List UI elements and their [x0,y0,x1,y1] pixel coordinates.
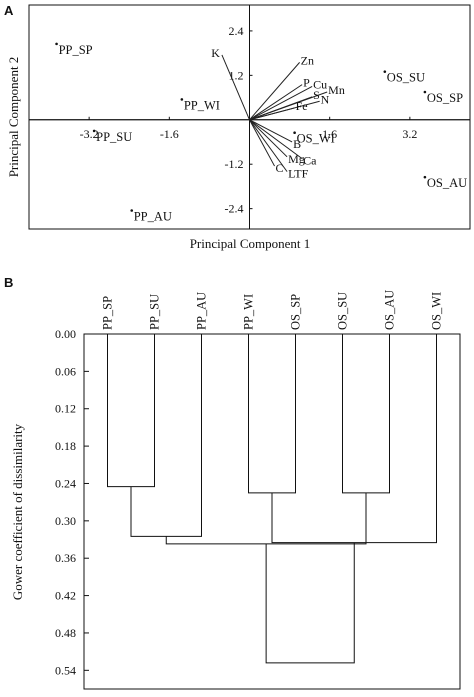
loading-vector-c [249,119,275,167]
score-label-pp-wi: PP_WI [184,98,220,112]
dendro-y-tick-label: 0.06 [55,364,76,378]
loading-label-n: N [321,92,330,106]
loading-label-c: C [276,161,284,175]
dendrogram-frame [83,333,461,690]
loading-vector-zn [249,62,300,121]
loading-label-k: K [211,46,220,60]
pca-y-tick-label: 2.4 [229,24,244,38]
dendro-y-tick-label: 0.24 [55,476,76,490]
loading-vector-k [221,54,250,120]
pca-x-tick-label: 1.6 [322,127,337,141]
loading-label-mg: Mg [288,152,305,166]
loading-label-ltf: LTF [288,167,309,181]
leaf-label-pp-su: PP_SU [148,294,162,330]
loading-label-mn: Mn [328,83,345,97]
score-point-pp-su [92,129,96,133]
score-point-os-sp [423,90,427,94]
loading-label-fe: Fe [296,99,308,113]
loading-vector-ca [249,119,303,160]
score-label-os-au: OS_AU [427,176,467,190]
leaf-label-os-wi: OS_WI [430,292,444,330]
dendrogram-plot: 0.00 0.06 0.12 0.18 0.24 0.30 0.36 0.42 0.48 0.54… [55,290,444,678]
pca-y-tick-label: -2.4 [225,202,244,216]
score-point-os-su [383,70,387,73]
score-label-pp-sp: PP_SP [59,43,93,57]
loading-label-ca: Ca [303,154,317,168]
loading-label-b: B [293,137,301,151]
loading-vector-b [249,119,293,143]
score-label-pp-su: PP_SU [96,130,132,144]
leaf-label-pp-au: PP_AU [195,292,209,330]
dendro-y-tick-label: 0.18 [55,439,76,453]
dendro-y-tick-label: 0.36 [55,551,76,565]
dendro-y-tick-label: 0.48 [55,626,76,640]
leaf-label-pp-sp: PP_SP [101,296,115,330]
loading-vector-s [249,96,313,121]
dendro-merge-7 [265,542,355,664]
dendro-merge-3 [342,334,390,494]
pca-x-tick-label: 3.2 [402,127,417,141]
score-label-os-su: OS_SU [387,71,425,85]
leaf-label-os-au: OS_AU [383,290,397,330]
dendro-y-tick-label: 0.30 [55,514,76,528]
leaf-label-os-sp: OS_SP [289,294,303,330]
dendro-merge-4 [130,334,202,537]
score-label-os-wi: OS_WI [297,132,335,146]
panel-a-label: A [4,3,14,18]
dendro-y-tick-label: 0.42 [55,589,76,603]
score-point-os-au [423,175,427,179]
loading-label-cu: Cu [313,77,327,91]
loading-vector-p [249,84,303,121]
score-label-os-sp: OS_SP [427,91,463,105]
pca-y-axis-title: Principal Component 2 [6,57,21,178]
dendrogram-y-axis-title: Gower coefficient of dissimilarity [10,423,25,600]
pca-x-tick-label: -1.6 [160,127,179,141]
score-point-os-wi [293,131,296,135]
score-label-pp-au: PP_AU [134,209,172,223]
score-point-pp-wi [180,98,184,101]
pca-x-axis-title: Principal Component 1 [190,236,311,251]
loading-label-p: P [303,76,310,90]
dendro-y-tick-label: 0.00 [55,327,76,341]
leaf-label-os-su: OS_SU [336,292,350,330]
loading-label-zn: Zn [301,53,314,67]
loading-vector-fe [249,107,295,121]
panel-b-label: B [4,275,13,290]
dendro-merge-1 [107,334,155,488]
pca-y-tick-label: -1.2 [225,157,244,171]
score-point-pp-sp [55,42,58,46]
loading-vector-cu [249,86,313,121]
leaf-label-pp-wi: PP_WI [242,294,256,330]
loading-label-s: S [313,88,320,102]
dendro-merge-5 [271,334,437,544]
loading-vector-mg [249,119,288,158]
dendro-merge-2 [248,334,296,494]
score-point-pp-au [130,209,134,212]
loading-vector-ltf [249,119,288,172]
dendro-y-tick-label: 0.12 [55,402,76,416]
dendro-y-tick-label: 0.54 [55,663,76,677]
